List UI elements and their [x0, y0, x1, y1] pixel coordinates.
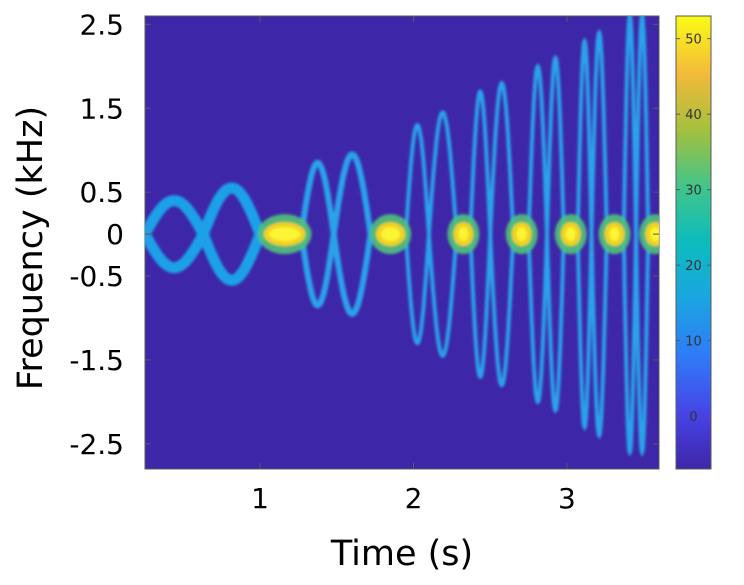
upper-lobe: [634, 16, 651, 237]
hot-spot-peak: [516, 227, 527, 242]
upper-lobe: [575, 37, 594, 237]
lower-lobe: [298, 231, 337, 309]
lower-lobe: [545, 232, 566, 414]
y-tick-label: 0: [106, 218, 124, 251]
y-tick-label: 2.5: [79, 8, 124, 41]
lower-lobe: [488, 232, 516, 388]
lower-lobe: [575, 232, 594, 432]
x-tick-label: 2: [405, 482, 423, 515]
upper-lobe: [468, 88, 493, 237]
lower-lobe: [589, 232, 609, 440]
lower-lobe: [468, 232, 493, 380]
lower-lobe: [197, 228, 266, 286]
hot-spot-peak: [268, 227, 301, 242]
lower-lobe: [634, 232, 651, 458]
colorbar-tick-label: 40: [685, 108, 702, 123]
hot-spot-peak: [609, 227, 620, 242]
upper-lobe: [145, 195, 209, 240]
y-axis: 2.5 1.5 0.5 0 -0.5 -1.5 -2.5: [69, 8, 659, 461]
hot-spot-peak: [380, 227, 401, 242]
x-tick-label: 3: [558, 482, 576, 515]
colorbar: [675, 15, 712, 470]
lower-lobe: [426, 232, 459, 358]
colorbar-tick-label: 10: [685, 335, 702, 350]
x-tick-label: 1: [251, 482, 269, 515]
colorbar-tick-label: 50: [685, 33, 702, 48]
lower-lobe: [621, 232, 638, 457]
upper-lobe: [197, 182, 266, 240]
upper-lobe: [526, 62, 549, 237]
y-axis-title: Frequency (kHz): [11, 106, 51, 390]
lower-lobe: [330, 231, 374, 317]
y-tick-label: -0.5: [69, 260, 124, 293]
colorbar-tick-label: 20: [685, 259, 702, 274]
upper-lobe: [621, 16, 638, 237]
y-tick-label: -1.5: [69, 344, 124, 377]
colorbar-ticks: 0 10 20 30 40 50: [676, 33, 711, 425]
lower-lobe: [403, 232, 431, 346]
x-axis: 1 2 3: [251, 16, 576, 515]
x-axis-title: Time (s): [330, 534, 473, 574]
upper-lobe: [330, 151, 374, 238]
hot-spot-peak: [458, 227, 469, 242]
upper-lobe: [589, 28, 609, 237]
lower-lobe: [526, 232, 549, 405]
upper-lobe: [488, 80, 516, 237]
upper-lobe: [426, 110, 459, 237]
y-tick-label: 0.5: [79, 176, 124, 209]
upper-lobe: [403, 122, 431, 237]
hot-spot-peak: [565, 227, 576, 242]
y-tick-label: -2.5: [69, 428, 124, 461]
lower-lobe: [145, 228, 209, 274]
colorbar-tick-label: 30: [685, 184, 702, 199]
upper-lobe: [545, 54, 566, 237]
y-tick-label: 1.5: [79, 92, 124, 125]
spectrogram-traces: [145, 16, 659, 458]
upper-lobe: [298, 159, 337, 238]
colorbar-tick-label: 0: [689, 410, 697, 425]
